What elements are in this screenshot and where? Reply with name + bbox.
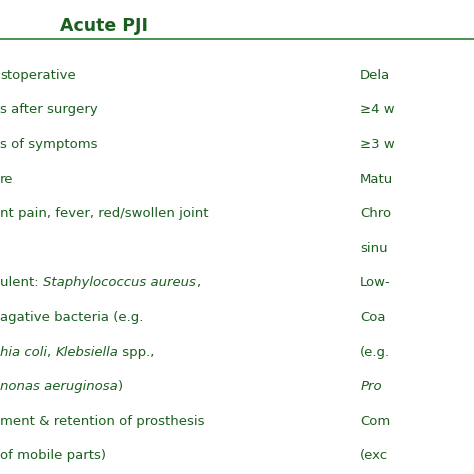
Text: Dela: Dela (360, 69, 391, 82)
Text: Matu: Matu (360, 173, 393, 185)
Text: stoperative: stoperative (0, 69, 76, 82)
Text: ): ) (118, 380, 123, 393)
Text: Pro: Pro (360, 380, 382, 393)
Text: sinu: sinu (360, 242, 388, 255)
Text: ,: , (47, 346, 55, 358)
Text: agative bacteria (e.g.: agative bacteria (e.g. (0, 311, 143, 324)
Text: Klebsiella: Klebsiella (55, 346, 118, 358)
Text: (exc: (exc (360, 449, 388, 462)
Text: Acute PJI: Acute PJI (60, 17, 148, 35)
Text: ment & retention of prosthesis: ment & retention of prosthesis (0, 415, 204, 428)
Text: Com: Com (360, 415, 391, 428)
Text: (e.g.: (e.g. (360, 346, 391, 358)
Text: Staphylococcus aureus: Staphylococcus aureus (43, 276, 196, 289)
Text: spp.,: spp., (118, 346, 155, 358)
Text: Low-: Low- (360, 276, 391, 289)
Text: s of symptoms: s of symptoms (0, 138, 98, 151)
Text: re: re (0, 173, 13, 185)
Text: Coa: Coa (360, 311, 386, 324)
Text: nonas aeruginosa: nonas aeruginosa (0, 380, 118, 393)
Text: ,: , (196, 276, 200, 289)
Text: nt pain, fever, red/swollen joint: nt pain, fever, red/swollen joint (0, 207, 209, 220)
Text: hia coli: hia coli (0, 346, 47, 358)
Text: ≥4 w: ≥4 w (360, 103, 395, 116)
Text: ≥3 w: ≥3 w (360, 138, 395, 151)
Text: s after surgery: s after surgery (0, 103, 98, 116)
Text: Chro: Chro (360, 207, 392, 220)
Text: ulent:: ulent: (0, 276, 43, 289)
Text: of mobile parts): of mobile parts) (0, 449, 106, 462)
